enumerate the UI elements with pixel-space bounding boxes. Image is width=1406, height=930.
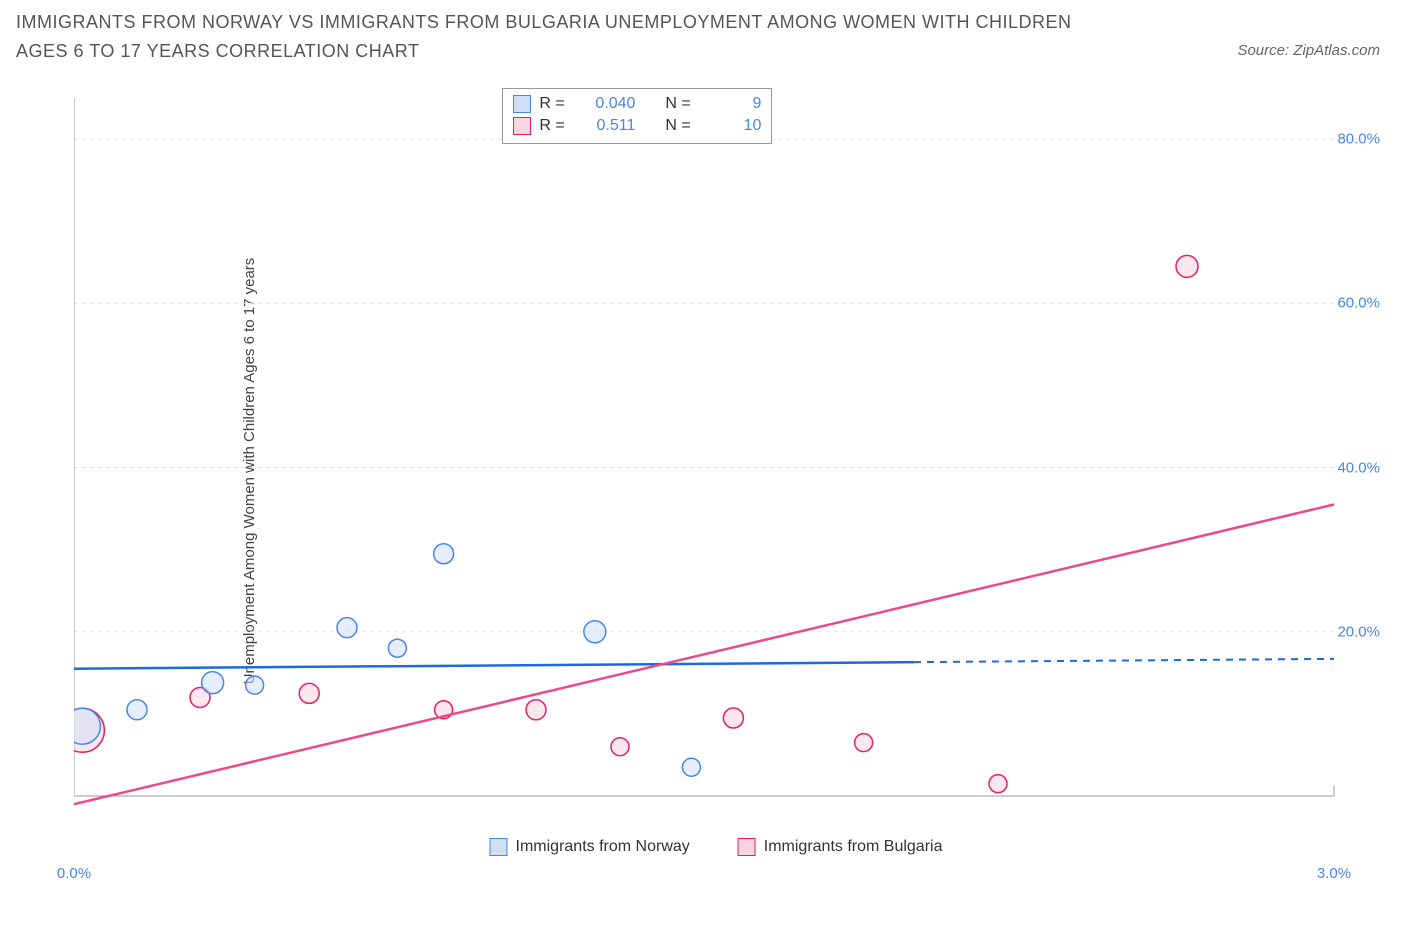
norway-point <box>434 544 454 564</box>
y-tick: 60.0% <box>1337 295 1380 312</box>
norway-point <box>584 621 606 643</box>
n-value: 10 <box>705 117 761 135</box>
y-tick: 40.0% <box>1337 459 1380 476</box>
norway-point <box>682 758 700 776</box>
chart-title: IMMIGRANTS FROM NORWAY VS IMMIGRANTS FRO… <box>16 8 1116 66</box>
y-tick: 20.0% <box>1337 623 1380 640</box>
r-value: 0.040 <box>579 95 635 113</box>
chart-container: Unemployment Among Women with Children A… <box>46 86 1386 856</box>
norway-point <box>388 639 406 657</box>
bulgaria-swatch <box>738 838 756 856</box>
legend-label: Immigrants from Bulgaria <box>764 838 943 856</box>
bulgaria-point <box>989 775 1007 793</box>
norway-swatch <box>490 838 508 856</box>
norway-swatch <box>513 95 531 113</box>
n-label: N = <box>665 95 697 113</box>
legend-item-bulgaria: Immigrants from Bulgaria <box>738 838 943 856</box>
bulgaria-point <box>723 708 743 728</box>
bulgaria-point <box>855 734 873 752</box>
norway-point <box>246 676 264 694</box>
legend: Immigrants from Norway Immigrants from Bu… <box>490 838 943 856</box>
r-label: R = <box>539 95 571 113</box>
norway-point <box>127 700 147 720</box>
bulgaria-point <box>299 683 319 703</box>
correlation-stats-box: R = 0.040 N = 9 R = 0.511 N = 10 <box>502 88 772 144</box>
y-tick: 80.0% <box>1337 131 1380 148</box>
scatter-plot: ZIPatlas <box>74 86 1374 826</box>
bulgaria-point <box>1176 255 1198 277</box>
norway-point <box>337 618 357 638</box>
stats-row-norway: R = 0.040 N = 9 <box>513 93 761 115</box>
n-label: N = <box>665 117 697 135</box>
bulgaria-point <box>526 700 546 720</box>
source-attribution: Source: ZipAtlas.com <box>1237 42 1380 59</box>
norway-point <box>202 672 224 694</box>
stats-row-bulgaria: R = 0.511 N = 10 <box>513 115 761 137</box>
bulgaria-swatch <box>513 117 531 135</box>
r-value: 0.511 <box>579 117 635 135</box>
x-tick: 3.0% <box>1317 865 1351 882</box>
n-value: 9 <box>705 95 761 113</box>
legend-label: Immigrants from Norway <box>516 838 690 856</box>
r-label: R = <box>539 117 571 135</box>
x-tick: 0.0% <box>57 865 91 882</box>
legend-item-norway: Immigrants from Norway <box>490 838 690 856</box>
bulgaria-point <box>611 738 629 756</box>
